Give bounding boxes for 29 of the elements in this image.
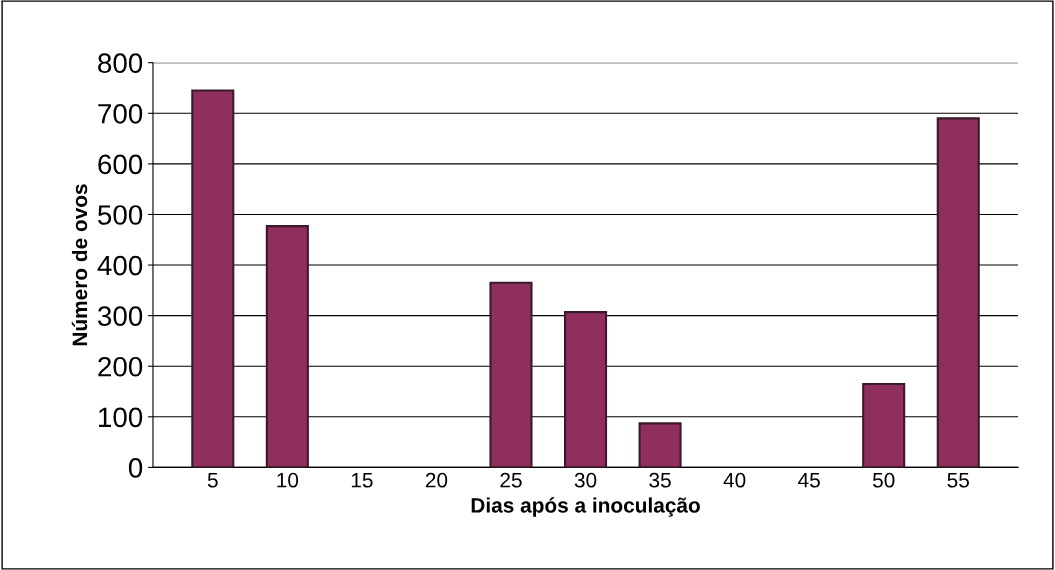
bar [191, 89, 235, 468]
bar [265, 225, 309, 468]
y-tick-label: 500 [98, 205, 143, 225]
y-tick-label: 400 [97, 255, 143, 276]
y-tick-label: 0 [128, 458, 143, 478]
y-tick-label: 200 [98, 356, 143, 377]
x-tick-label: 45 [798, 473, 820, 488]
x-tick-label: 40 [723, 472, 746, 488]
bar [862, 382, 906, 468]
x-tick-label: 55 [947, 473, 969, 488]
bar [563, 311, 608, 468]
bar [936, 117, 980, 468]
y-tick-label: 800 [98, 53, 143, 74]
x-tick-label: 10 [277, 472, 299, 488]
bar [638, 422, 682, 468]
bar [489, 281, 533, 468]
x-tick-label: 15 [351, 473, 373, 488]
y-axis-title: Número de ovos [71, 184, 88, 346]
x-axis-title: Dias após a inoculação [471, 497, 700, 517]
x-tick-label: 30 [574, 472, 597, 488]
x-tick-label: 50 [872, 472, 895, 488]
y-tick-label: 700 [98, 103, 143, 124]
x-tick-label: 25 [500, 472, 522, 488]
y-tick-label: 300 [97, 306, 143, 326]
y-tick-label: 100 [99, 407, 143, 428]
x-tick-label: 35 [649, 472, 671, 488]
x-tick-label: 5 [207, 473, 218, 488]
y-tick-label: 600 [98, 154, 143, 175]
x-tick-label: 20 [425, 472, 448, 488]
